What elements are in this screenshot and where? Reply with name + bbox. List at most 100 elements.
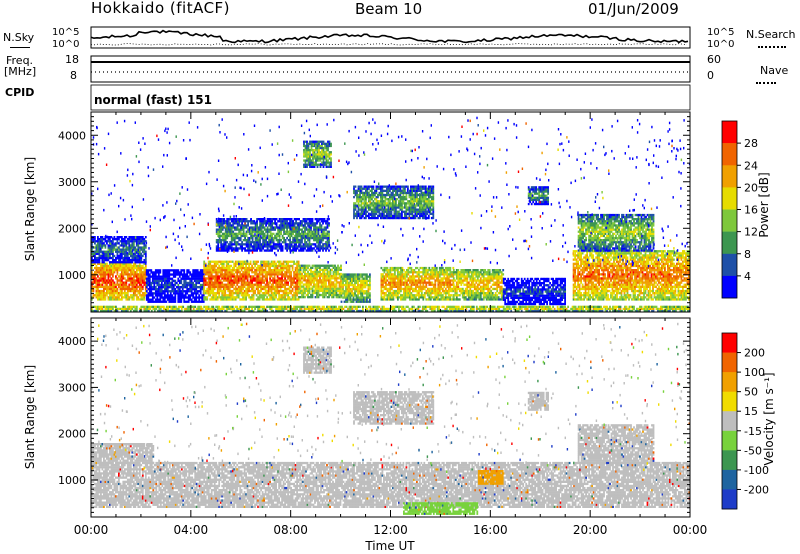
colorbar-tick-label: 28 — [744, 137, 758, 150]
colorbar-tick-label: 50 — [744, 386, 758, 399]
nsky-tick-bottom: 10^0 — [52, 39, 79, 50]
velocity-region-4 — [353, 391, 435, 425]
power-region-12 — [353, 185, 435, 220]
colorbar-tick-label: -100 — [744, 464, 769, 477]
nsky-tick-top: 10^5 — [52, 27, 79, 38]
date-label: 01/Jun/2009 — [588, 0, 679, 18]
y-tick-label: 4000 — [58, 335, 86, 348]
power-region-6 — [380, 266, 455, 301]
colorbar-tick-label: 15 — [744, 405, 758, 418]
colorbar-swatch — [722, 469, 737, 490]
freq-tick-bottom: 8 — [70, 69, 77, 82]
velocity-scatter-points — [91, 322, 690, 474]
colorbar-tick-label: -15 — [744, 425, 762, 438]
colorbar-swatch — [722, 352, 737, 373]
colorbar-tick-label: -50 — [744, 444, 762, 457]
colorbar-tick-label: 200 — [744, 347, 765, 360]
x-tick-label: 08:00 — [273, 523, 308, 537]
colorbar-swatch — [722, 450, 737, 471]
freq-label-1: Freq. — [6, 54, 33, 67]
colorbar-swatch — [722, 253, 737, 277]
velocity-region-2 — [577, 424, 655, 464]
power-region-5 — [340, 273, 371, 303]
power-region-7 — [452, 269, 505, 301]
y-tick-label: 3000 — [58, 381, 86, 394]
y-tick-label: 2000 — [58, 428, 86, 441]
colorbar-tick-label: -200 — [744, 483, 769, 496]
velocity-region-7 — [477, 470, 504, 485]
y-tick-label: 4000 — [58, 129, 86, 142]
x-tick-label: 16:00 — [473, 523, 508, 537]
colorbar-tick-label: 4 — [744, 270, 751, 283]
nsky-trace — [90, 29, 689, 44]
nave-tick-bottom: 0 — [707, 69, 714, 82]
colorbar-swatch — [722, 489, 737, 510]
freq-label-2: [MHz] — [4, 65, 36, 78]
colorbar-swatch — [722, 187, 737, 210]
colorbar-swatch — [722, 333, 737, 353]
colorbar-swatch — [722, 372, 737, 392]
freq-strip-frame — [90, 55, 691, 83]
power-region-11 — [303, 140, 332, 168]
nave-label: Nave — [760, 64, 788, 77]
x-tick-label: 00:00 — [673, 523, 708, 537]
nave-dotted-line — [756, 82, 776, 84]
y-tick-label: 1000 — [58, 269, 86, 282]
y-tick-label: 1000 — [58, 474, 86, 487]
cpid-value: normal (fast) 151 — [94, 93, 212, 107]
power-scatter-points — [91, 116, 690, 268]
x-tick-label: 00:00 — [74, 523, 109, 537]
nsky-underline — [10, 47, 30, 48]
velocity-region-1 — [91, 443, 155, 464]
power-data-cells — [91, 116, 690, 312]
nsearch-tick-bottom: 10^0 — [707, 39, 734, 50]
colorbar-tick-label: 8 — [744, 248, 751, 261]
x-tick-label: 20:00 — [573, 523, 608, 537]
nsearch-label: N.Search — [746, 28, 796, 41]
colorbar-swatch — [722, 275, 737, 299]
power-region-8 — [502, 277, 566, 306]
power-region-14 — [215, 218, 330, 252]
nsearch-dotted-line — [758, 46, 786, 48]
nave-tick-top: 60 — [707, 53, 721, 66]
velocity-region-0 — [91, 461, 690, 508]
colorbar-tick-label: 12 — [744, 226, 758, 239]
velocity-data-cells — [91, 322, 690, 515]
freq-tick-top: 18 — [65, 53, 79, 66]
colorbar-swatch — [722, 209, 737, 232]
power-colorbar — [721, 120, 741, 299]
colorbar-tick-label: 16 — [744, 204, 758, 217]
cpid-strip-frame — [90, 84, 691, 111]
radar-title: Hokkaido (fitACF) — [91, 0, 230, 17]
colorbar-swatch — [722, 143, 737, 166]
beam-label: Beam 10 — [355, 0, 422, 18]
colorbar-swatch — [722, 411, 737, 432]
x-tick-label: 12:00 — [373, 523, 408, 537]
power-region-3 — [203, 260, 300, 301]
y-tick-label: 2000 — [58, 222, 86, 235]
cpid-label: CPID — [5, 86, 34, 99]
power-region-2 — [145, 269, 205, 303]
velocity-region-3 — [303, 346, 332, 374]
power-region-13 — [527, 186, 549, 206]
colorbar-swatch — [722, 391, 737, 412]
velocity-region-6 — [403, 502, 479, 515]
colorbar-swatch — [722, 231, 737, 254]
colorbar-swatch — [722, 121, 737, 144]
power-region-15 — [91, 305, 690, 312]
power-region-9 — [572, 250, 690, 301]
power-region-10 — [577, 213, 655, 252]
power-region-4 — [298, 264, 342, 299]
x-tick-label: 04:00 — [174, 523, 209, 537]
y-tick-label: 3000 — [58, 176, 86, 189]
colorbar-swatch — [722, 430, 737, 451]
colorbar-tick-label: 20 — [744, 181, 758, 194]
power-panel — [90, 111, 691, 313]
velocity-colorbar — [721, 332, 741, 510]
velocity-panel — [90, 317, 691, 518]
colorbar-tick-label: 100 — [744, 366, 765, 379]
x-axis-label: Time UT — [330, 539, 450, 553]
colorbar-swatch — [722, 165, 737, 188]
